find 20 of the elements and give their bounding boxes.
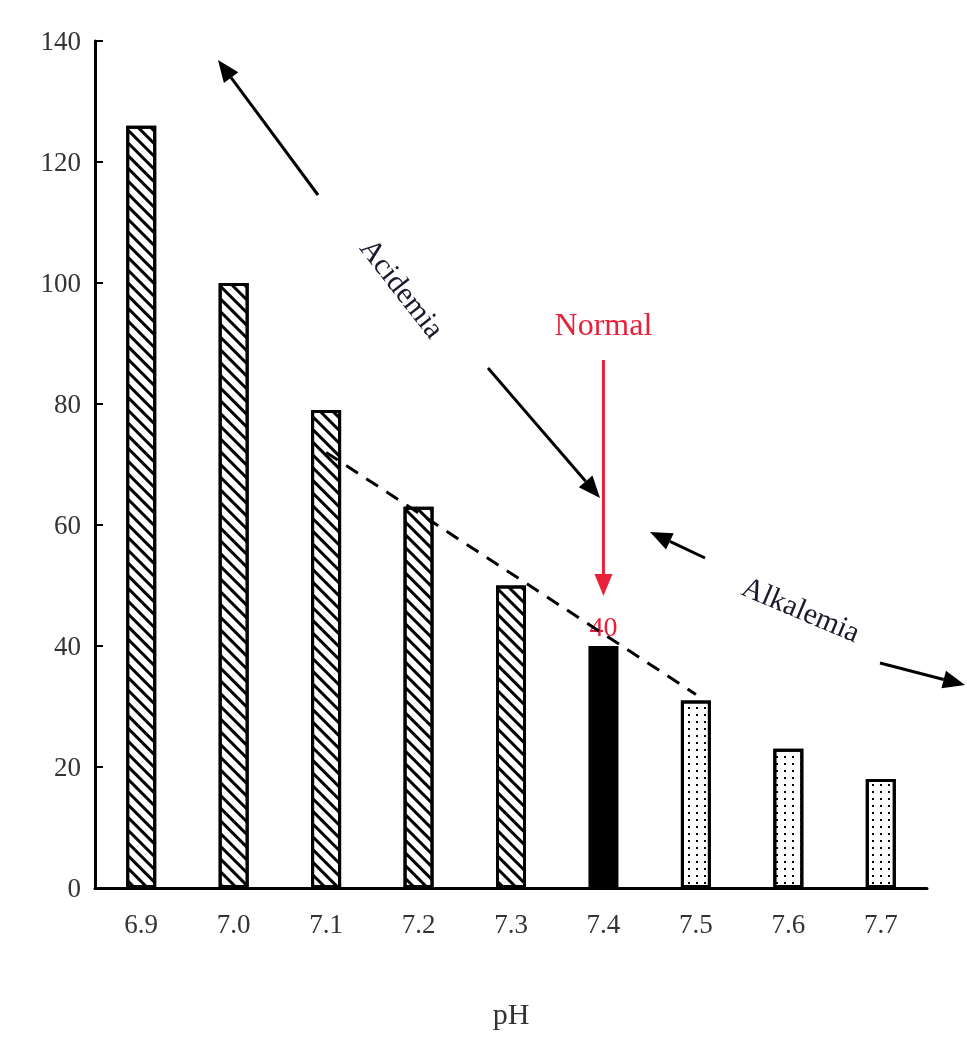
y-tick-label: 20 [54, 752, 81, 782]
x-tick-label: 7.7 [863, 908, 898, 939]
y-tick-label: 100 [40, 268, 81, 298]
y-tick-label: 0 [67, 873, 81, 903]
y-tick-label: 120 [40, 147, 81, 177]
y-tick-label: 140 [40, 26, 81, 56]
data-label: 40 [589, 610, 618, 642]
x-tick-label: 7.5 [679, 908, 713, 939]
x-tick-label: 7.2 [401, 908, 436, 939]
annotation: Normal [554, 306, 653, 343]
x-tick-label: 7.0 [216, 908, 251, 939]
x-tick-label: 7.1 [309, 908, 343, 939]
x-tick-label: 7.6 [771, 908, 806, 939]
x-axis-title: pH [492, 996, 530, 1030]
x-tick-label: 7.3 [494, 908, 528, 939]
x-tick-label: 7.4 [586, 908, 621, 939]
y-tick-label: 80 [54, 389, 81, 419]
x-tick-label: 6.9 [124, 908, 159, 939]
y-tick-label: 60 [54, 510, 81, 540]
y-tick-label: 40 [54, 631, 81, 661]
